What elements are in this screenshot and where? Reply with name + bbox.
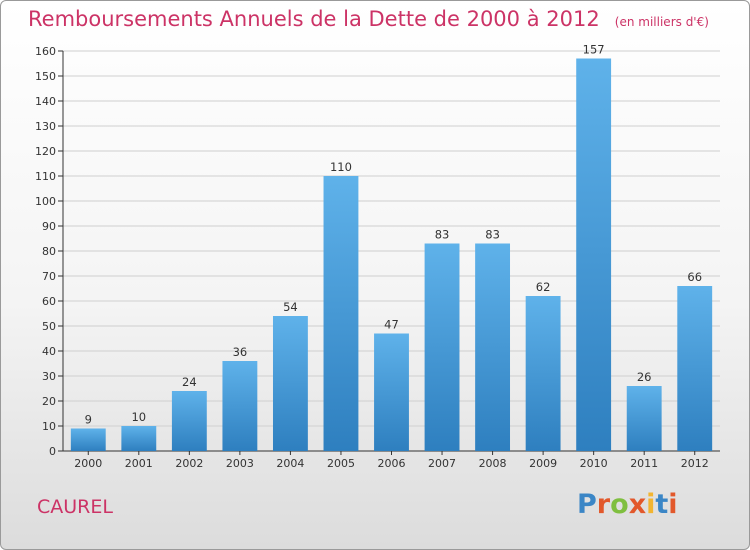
y-tick-label: 130 (35, 120, 56, 133)
axes: 0 10 20 30 40 50 60 70 80 90 100 110 120 130 140 150 160… (35, 45, 720, 470)
y-tick-label: 70 (42, 270, 56, 283)
bar-2005 (323, 176, 359, 451)
x-tick-label: 2011 (630, 457, 658, 470)
x-tick-label: 2012 (681, 457, 709, 470)
x-tick-label: 2010 (580, 457, 608, 470)
bar-2007 (424, 243, 460, 451)
logo-letter: i (646, 489, 656, 520)
proxiti-logo[interactable]: Proxiti (577, 489, 678, 520)
y-tick-label: 90 (42, 220, 56, 233)
x-tick-label: 2006 (378, 457, 406, 470)
commune-name: CAUREL (37, 496, 113, 518)
y-tick-label: 30 (42, 370, 56, 383)
y-tick-label: 10 (42, 420, 56, 433)
y-tick-label: 0 (49, 445, 56, 458)
value-label: 157 (583, 43, 605, 57)
logo-letter: P (577, 489, 597, 520)
x-tick-label: 2007 (428, 457, 456, 470)
logo-letter: i (668, 489, 678, 520)
bars (70, 58, 713, 451)
x-tick-label: 2002 (175, 457, 203, 470)
y-tick-label: 140 (35, 95, 56, 108)
value-label: 24 (182, 375, 197, 389)
y-tick-label: 160 (35, 45, 56, 58)
x-tick-label: 2005 (327, 457, 355, 470)
value-label: 47 (384, 318, 399, 332)
bar-2009 (525, 296, 561, 451)
value-label: 9 (85, 413, 92, 427)
x-tick-label: 2001 (125, 457, 153, 470)
bar-2004 (272, 316, 308, 451)
logo-letter: o (610, 489, 629, 520)
value-labels: 9 10 24 36 54 110 47 83 83 62 157 26 66 (85, 43, 702, 427)
y-tick-label: 60 (42, 295, 56, 308)
value-label: 62 (536, 280, 551, 294)
value-label: 83 (485, 228, 500, 242)
chart-title-row: Remboursements Annuels de la Dette de 20… (28, 7, 709, 31)
x-tick-label: 2000 (74, 457, 102, 470)
x-tick-label: 2003 (226, 457, 254, 470)
value-label: 66 (687, 270, 702, 284)
value-label: 36 (233, 345, 248, 359)
y-tick-label: 80 (42, 245, 56, 258)
logo-letter: x (628, 489, 647, 520)
x-tick-label: 2009 (529, 457, 557, 470)
bar-2012 (677, 286, 713, 451)
bar-2003 (222, 361, 258, 451)
logo-letter: t (655, 489, 669, 520)
value-label: 10 (131, 410, 146, 424)
value-label: 110 (330, 160, 352, 174)
bar-2000 (70, 428, 106, 451)
y-tick-label: 110 (35, 170, 56, 183)
value-label: 83 (435, 228, 450, 242)
bar-2008 (475, 243, 511, 451)
logo-letter: r (596, 489, 611, 520)
y-tick-label: 120 (35, 145, 56, 158)
bar-2001 (121, 426, 157, 451)
bar-2010 (576, 58, 612, 451)
x-tick-label: 2004 (276, 457, 304, 470)
bar-2011 (626, 386, 662, 451)
y-tick-label: 150 (35, 70, 56, 83)
y-tick-label: 100 (35, 195, 56, 208)
value-label: 26 (637, 370, 652, 384)
bar-2006 (374, 333, 409, 451)
bar-2002 (171, 391, 207, 451)
y-tick-label: 20 (42, 395, 56, 408)
y-tick-label: 40 (42, 345, 56, 358)
chart-title: Remboursements Annuels de la Dette de 20… (28, 7, 600, 31)
x-tick-label: 2008 (479, 457, 507, 470)
value-label: 54 (283, 300, 298, 314)
y-tick-label: 50 (42, 320, 56, 333)
chart-unit: (en milliers d'€) (614, 15, 709, 29)
